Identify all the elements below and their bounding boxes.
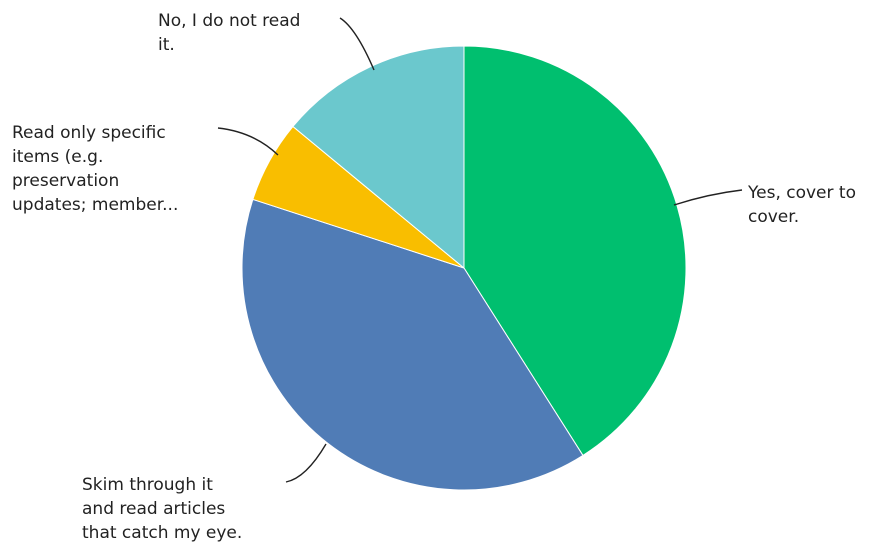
leader-line-2 bbox=[217, 127, 279, 156]
slice-label-1-line-1: and read articles bbox=[82, 499, 225, 519]
slice-label-0-line-0: Yes, cover to bbox=[747, 183, 856, 203]
slice-label-0: Yes, cover to cover. bbox=[747, 183, 856, 227]
slice-label-2-line-0: Read only specific bbox=[12, 123, 166, 143]
leader-lines bbox=[217, 17, 743, 483]
slice-label-2: Read only specific items (e.g. preservatio… bbox=[12, 123, 178, 215]
slice-label-0-line-1: cover. bbox=[748, 207, 799, 227]
slice-label-1-line-2: that catch my eye. bbox=[82, 523, 242, 543]
leader-line-3 bbox=[339, 17, 375, 71]
pie-slices bbox=[241, 45, 687, 491]
slice-label-3-line-0: No, I do not read bbox=[158, 11, 300, 31]
slice-label-2-line-2: preservation bbox=[12, 171, 119, 191]
slice-label-3: No, I do not read it. bbox=[158, 11, 300, 55]
slice-label-1: Skim through it and read articles that cat… bbox=[82, 475, 242, 543]
slice-labels: Yes, cover to cover. Skim through it and re… bbox=[12, 11, 856, 543]
slice-label-2-line-3: updates; member... bbox=[12, 195, 178, 215]
slice-label-3-line-1: it. bbox=[158, 35, 175, 55]
leader-line-0 bbox=[673, 189, 743, 206]
pie-slice-1 bbox=[241, 198, 584, 491]
slice-label-1-line-0: Skim through it bbox=[82, 475, 213, 495]
leader-line-1 bbox=[285, 443, 327, 483]
pie-slice-0 bbox=[463, 45, 687, 457]
pie-slice-3 bbox=[292, 45, 465, 270]
slice-label-2-line-1: items (e.g. bbox=[12, 147, 103, 167]
